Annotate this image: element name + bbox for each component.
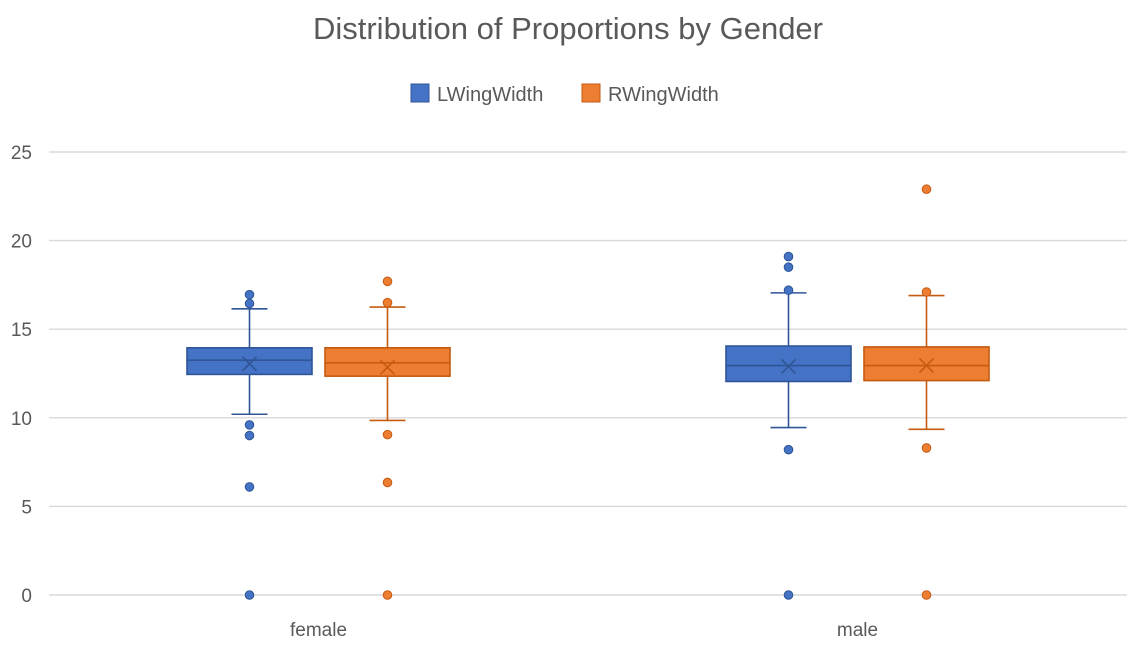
outlier-point [382,590,393,600]
outlier-point [382,477,393,488]
box-rwingwidth-female [324,276,451,600]
x-tick-label-female: female [290,620,347,641]
legend-item-lwingwidth: LWingWidth [410,83,543,106]
y-tick-label: 25 [11,143,32,164]
legend-label-lwingwidth: LWingWidth [437,84,543,106]
gridlines [49,151,1127,596]
outlier-point [783,590,794,600]
y-tick-label: 20 [11,232,32,253]
y-tick-label: 15 [11,320,32,341]
legend-swatch-rwingwidth [581,83,601,103]
chart-title: Distribution of Proportions by Gender [313,11,823,46]
box-lwingwidth-female [186,289,313,600]
box-plots [186,184,990,600]
legend-item-rwingwidth: RWingWidth [581,83,719,106]
outlier-point [921,184,932,195]
legend-swatch-lwingwidth [410,83,430,103]
outlier-point [921,590,932,600]
y-tick-label: 0 [21,586,32,607]
mean-marker [918,357,935,374]
y-tick-label: 5 [21,497,32,518]
outlier-point [244,430,255,441]
outlier-point [382,276,393,287]
y-axis-tick-labels: 0 5 10 15 20 25 [11,143,32,607]
box-body [324,347,451,377]
mean-marker [379,359,396,375]
x-axis-tick-labels: female male [290,620,878,641]
outlier-point [783,251,794,262]
outlier-point [382,297,393,308]
outlier-point [783,444,794,455]
mean-marker [241,356,258,372]
outlier-point [244,482,255,492]
legend: LWingWidth RWingWidth [410,83,719,106]
y-tick-label: 10 [11,409,32,430]
box-body [186,347,313,376]
outlier-point [244,289,255,300]
box-body [725,345,852,383]
outlier-point [244,590,255,600]
outlier-point [244,298,255,309]
outlier-point [382,429,393,440]
outlier-point [783,262,794,272]
box-rwingwidth-male [863,184,990,600]
legend-label-rwingwidth: RWingWidth [608,84,719,106]
box-body [863,346,990,382]
outlier-point [244,420,255,430]
outlier-point [921,287,932,297]
box-lwingwidth-male [725,251,852,600]
x-tick-label-male: male [837,620,878,641]
outlier-point [921,443,932,453]
mean-marker [780,358,797,374]
outlier-point [783,285,794,296]
